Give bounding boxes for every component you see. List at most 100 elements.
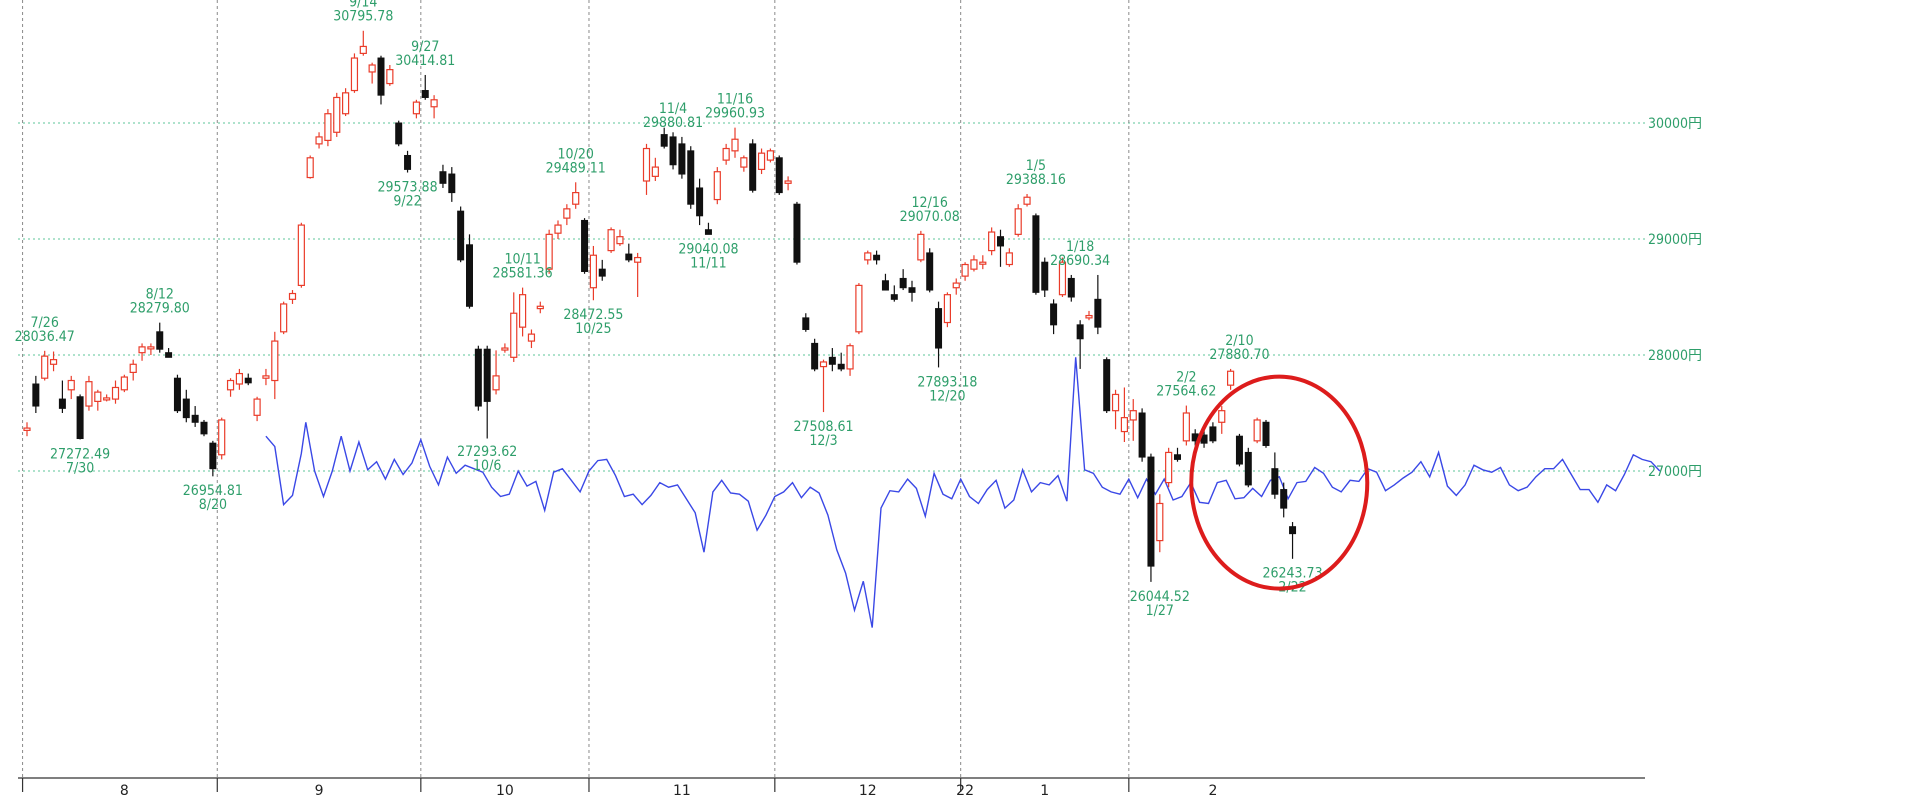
candle — [961, 262, 969, 281]
candle — [1120, 387, 1129, 442]
candle-body — [563, 208, 571, 219]
candle-body — [386, 69, 394, 85]
candle-body — [235, 372, 243, 385]
candle — [1165, 447, 1173, 488]
candle — [536, 301, 544, 314]
candle — [625, 243, 633, 263]
candle — [235, 368, 243, 390]
annotation-date: 10/6 — [473, 458, 501, 474]
candle-body — [1058, 261, 1067, 296]
x-tick-label: 1 — [1040, 783, 1049, 799]
candle-body — [1023, 196, 1031, 205]
candle-body — [819, 361, 828, 368]
candle — [678, 136, 686, 179]
x-tick-label: 22 — [956, 783, 974, 799]
candle — [722, 143, 730, 165]
candle — [766, 148, 775, 163]
annotation-price: 27293.62 — [457, 444, 517, 460]
candlestick-series — [23, 30, 1297, 582]
annotation-date: 2/2 — [1176, 370, 1196, 386]
candle — [926, 248, 934, 293]
candle-body — [1005, 252, 1013, 266]
candle — [1218, 406, 1226, 434]
candle-body — [1174, 454, 1181, 460]
annotation-date: 11/11 — [690, 255, 726, 271]
candle — [802, 313, 810, 332]
candle-body — [395, 122, 403, 145]
candle — [784, 176, 792, 191]
candle — [412, 99, 420, 119]
candle — [430, 95, 438, 119]
x-tick-label: 2 — [1208, 783, 1217, 799]
annotation-date: 9/27 — [411, 39, 439, 55]
candle — [554, 220, 562, 239]
candle-body — [368, 64, 376, 73]
candle-body — [616, 236, 624, 245]
candle — [1111, 389, 1120, 430]
candle — [687, 146, 695, 209]
candle — [1085, 310, 1093, 321]
candle-body — [731, 138, 739, 152]
candle-body — [1165, 451, 1173, 484]
candle — [1014, 204, 1022, 237]
candle-body — [669, 136, 677, 166]
candle-body — [244, 377, 252, 384]
candle — [1174, 447, 1181, 462]
annotation-price: 29960.93 — [705, 106, 765, 122]
annotation-price: 30795.78 — [333, 9, 393, 25]
candle-body — [173, 377, 181, 412]
candle-body — [1147, 456, 1155, 567]
candle — [527, 329, 536, 349]
candle-body — [182, 398, 190, 419]
candle — [1226, 368, 1235, 390]
candle-body — [1050, 303, 1058, 326]
candle — [1076, 320, 1084, 369]
candle-body — [545, 233, 553, 270]
annotation-price: 29880.81 — [643, 115, 703, 131]
candle — [280, 301, 288, 335]
candle-body — [1103, 359, 1111, 412]
candle-body — [943, 294, 952, 324]
candle-body — [1138, 412, 1146, 458]
candle — [58, 380, 66, 413]
candle — [881, 273, 889, 291]
candle — [350, 53, 359, 93]
candle-body — [1271, 468, 1279, 495]
annotation-price: 27880.70 — [1209, 347, 1269, 363]
candle — [49, 351, 58, 372]
annotation-date: 12/3 — [809, 433, 837, 449]
candle — [386, 65, 394, 86]
candle-body — [713, 171, 721, 201]
candle-body — [439, 171, 447, 184]
annotation-price: 26243.73 — [1263, 566, 1323, 582]
annotation-price: 27564.62 — [1156, 384, 1216, 400]
candle-body — [704, 229, 712, 235]
candle — [943, 292, 952, 328]
candle — [935, 301, 943, 368]
annotation-date: 10/25 — [575, 321, 611, 337]
annotation-price: 29489.11 — [546, 160, 606, 176]
candle — [76, 394, 84, 440]
candle-body — [129, 363, 137, 373]
overlay — [1189, 374, 1370, 591]
candle-body — [775, 157, 783, 194]
candle-body — [846, 345, 854, 370]
candle — [368, 62, 376, 84]
candle-body — [483, 348, 491, 402]
candle — [1182, 405, 1190, 446]
candle — [333, 92, 341, 137]
candle-body — [191, 414, 199, 423]
candle — [811, 338, 819, 372]
annotation-date: 12/16 — [912, 195, 948, 211]
comparison-line — [265, 357, 1661, 628]
candle-body — [448, 173, 456, 194]
candle-body — [350, 57, 359, 92]
annotation-price: 28036.47 — [15, 329, 75, 345]
candle-body — [607, 229, 615, 252]
candle — [713, 167, 721, 205]
annotation-date: 2/10 — [1225, 333, 1253, 349]
candle-body — [1156, 502, 1164, 542]
candle — [589, 245, 598, 301]
